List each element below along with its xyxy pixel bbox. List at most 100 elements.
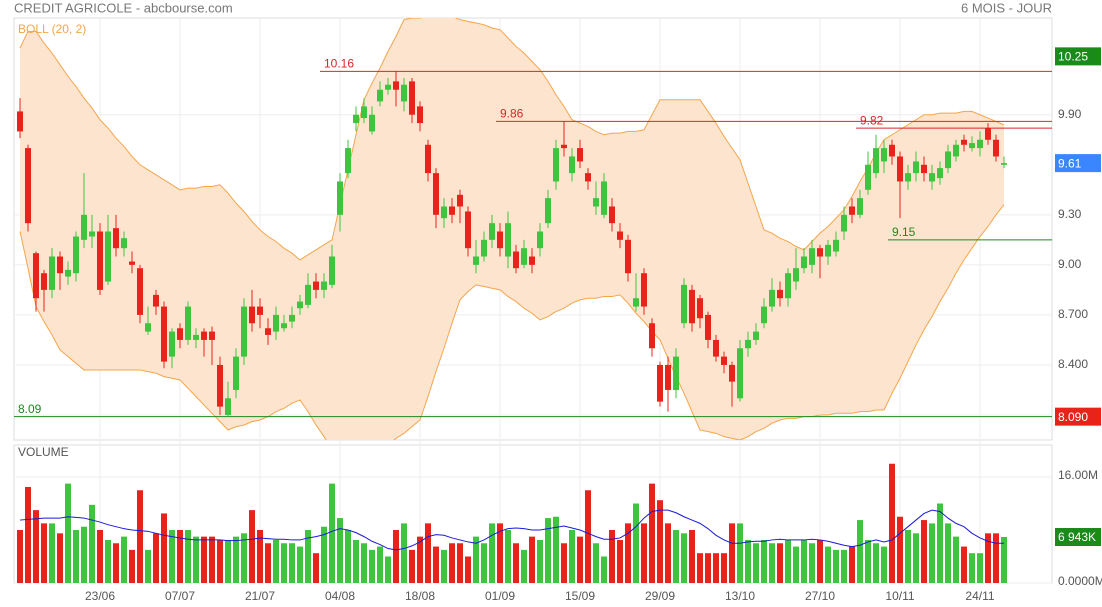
volume-bar: [401, 523, 407, 583]
volume-bar: [225, 539, 231, 583]
candle-body: [513, 251, 519, 269]
level-label: 9.82: [860, 113, 884, 127]
volume-bar: [721, 553, 727, 583]
candle-body: [209, 331, 215, 340]
candle-body: [777, 289, 783, 299]
volume-bar: [273, 539, 279, 583]
volume-bar: [601, 556, 607, 583]
volume-plot: [17, 463, 1007, 583]
volume-bar: [177, 529, 183, 583]
volume-bar: [537, 539, 543, 583]
candle-body: [921, 164, 927, 174]
candle-body: [953, 144, 959, 157]
volume-bar: [57, 533, 63, 583]
volume-bar: [865, 539, 871, 583]
candle-body: [993, 139, 999, 157]
volume-bar: [937, 503, 943, 583]
candle-body: [105, 231, 111, 282]
x-tick-label: 27/10: [805, 589, 835, 603]
candle-body: [593, 198, 599, 207]
candle-body: [425, 144, 431, 174]
candle-body: [137, 268, 143, 315]
volume-bar: [561, 543, 567, 583]
volume-bar: [825, 546, 831, 583]
axis-marker: [1055, 154, 1101, 173]
volume-bar: [833, 549, 839, 583]
y-tick-label: 8.400: [1058, 357, 1088, 371]
candle-body: [361, 106, 367, 119]
candle-body: [489, 223, 495, 240]
volume-bar: [321, 526, 327, 583]
candle-body: [393, 81, 399, 90]
volume-bar: [457, 543, 463, 583]
volume-bar: [313, 553, 319, 583]
volume-bar: [513, 543, 519, 583]
candle-body: [689, 289, 695, 324]
volume-bar: [641, 523, 647, 583]
candle-body: [377, 89, 383, 102]
candle-body: [713, 339, 719, 357]
volume-bar: [377, 546, 383, 583]
candle-body: [497, 231, 503, 249]
volume-bar: [753, 543, 759, 583]
volume-bar: [449, 543, 455, 583]
volume-bar: [1001, 537, 1007, 583]
level-label: 9.15: [892, 225, 916, 239]
y-tick-label: 9.30: [1058, 207, 1082, 221]
volume-bar: [265, 543, 271, 583]
candle-body: [417, 106, 423, 124]
volume-bar: [481, 543, 487, 583]
axes: 9.909.309.008.7008.4008.10010.259.618.09…: [85, 47, 1102, 603]
volume-bar: [497, 523, 503, 583]
volume-bar: [153, 533, 159, 583]
candle-body: [89, 231, 95, 237]
candle-body: [977, 139, 983, 149]
axis-marker-label: 10.25: [1058, 50, 1088, 64]
candle-body: [129, 261, 135, 265]
volume-bar: [305, 529, 311, 583]
candle-body: [905, 173, 911, 182]
candle-body: [57, 256, 63, 274]
volume-bar: [161, 513, 167, 583]
candle-body: [865, 164, 871, 190]
volume-bar: [801, 539, 807, 583]
candle-body: [73, 236, 79, 274]
candle-body: [17, 111, 23, 132]
volume-bar: [713, 553, 719, 583]
band-upper: [19, 18, 1005, 261]
candle-body: [745, 339, 751, 349]
volume-bar: [745, 539, 751, 583]
volume-bar: [433, 546, 439, 583]
candle-body: [769, 289, 775, 307]
volume-bar: [625, 523, 631, 583]
volume-bar: [505, 529, 511, 583]
volume-bar: [985, 533, 991, 583]
volume-bar: [617, 539, 623, 583]
candle-body: [65, 269, 71, 277]
volume-bar: [697, 553, 703, 583]
volume-bar: [345, 529, 351, 583]
volume-bar: [793, 546, 799, 583]
candle-body: [665, 364, 671, 390]
volume-bar: [809, 543, 815, 583]
candle-body: [545, 198, 551, 224]
candle-body: [401, 84, 407, 102]
y-tick-label: 0.0000M: [1058, 574, 1102, 588]
volume-bar: [593, 543, 599, 583]
volume-bar: [73, 529, 79, 583]
volume-bar: [993, 533, 999, 583]
x-tick-label: 01/09: [485, 589, 515, 603]
volume-bar: [889, 463, 895, 583]
volume-bar: [129, 549, 135, 583]
volume-bar: [977, 553, 983, 583]
axis-marker-label: 8.090: [1058, 410, 1088, 424]
volume-bar: [665, 523, 671, 583]
volume-bar: [393, 529, 399, 583]
x-tick-label: 29/09: [645, 589, 675, 603]
candle-body: [617, 231, 623, 240]
volume-bar: [857, 520, 863, 583]
volume-bar: [705, 553, 711, 583]
volume-bar: [873, 543, 879, 583]
volume-label: VOLUME: [18, 445, 69, 459]
header-title: CREDIT AGRICOLE - abcbourse.com: [14, 0, 233, 15]
